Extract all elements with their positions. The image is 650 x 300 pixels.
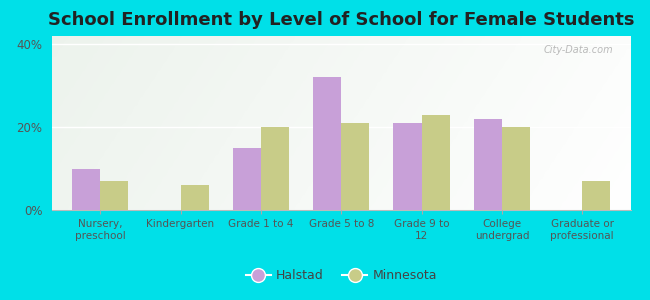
Legend: Halstad, Minnesota: Halstad, Minnesota: [240, 264, 442, 287]
Bar: [100, 181, 128, 210]
Bar: [72, 169, 100, 210]
Title: School Enrollment by Level of School for Female Students: School Enrollment by Level of School for…: [48, 11, 634, 29]
Bar: [474, 119, 502, 210]
Bar: [422, 115, 450, 210]
Bar: [313, 77, 341, 210]
Bar: [582, 181, 610, 210]
Bar: [393, 123, 422, 210]
Text: City-Data.com: City-Data.com: [543, 45, 613, 55]
Bar: [181, 185, 209, 210]
Bar: [341, 123, 369, 210]
Bar: [233, 148, 261, 210]
Bar: [261, 127, 289, 210]
Bar: [502, 127, 530, 210]
